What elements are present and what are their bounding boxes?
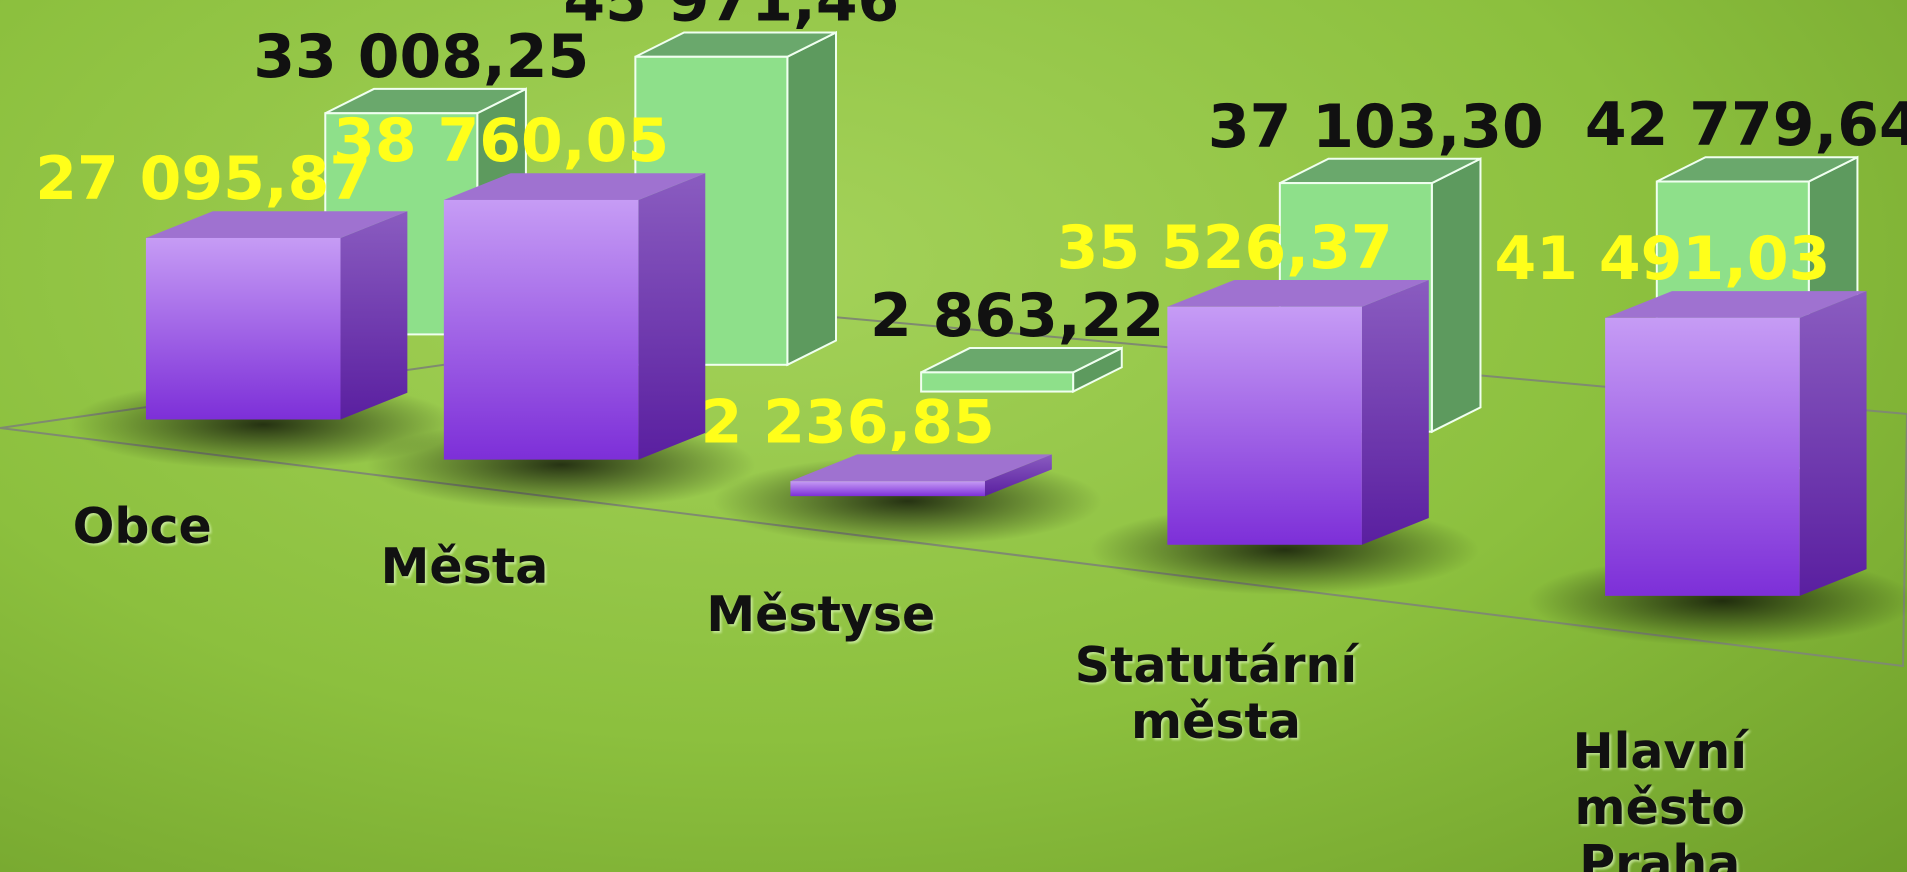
bar-top [443, 173, 706, 200]
bar-top [1167, 279, 1429, 307]
value-label: 27 095,87 [35, 144, 371, 214]
value-label: 37 103,30 [1208, 92, 1544, 162]
bar-front [145, 237, 341, 420]
bar-side [1430, 157, 1482, 434]
category-label: Statutární města [1074, 637, 1358, 751]
category-label: Městyse [706, 586, 936, 644]
category-label: Hlavní město Praha [1572, 722, 1748, 872]
value-label: 41 491,03 [1494, 224, 1830, 294]
bar-front [790, 481, 985, 497]
bar-front [1167, 306, 1362, 545]
value-label: 45 971,46 [563, 0, 899, 35]
value-label: 33 008,25 [253, 22, 589, 92]
bar [713, 454, 1103, 547]
bar-top [145, 211, 408, 238]
value-label: 2 863,22 [870, 281, 1164, 351]
bar [1090, 279, 1480, 595]
bar-side [1361, 279, 1429, 545]
bar-top [1605, 291, 1867, 318]
bar-side [340, 211, 408, 420]
category-label: Města [380, 537, 549, 595]
bar-side [638, 173, 706, 460]
bar [366, 173, 756, 510]
bar-side [984, 454, 1052, 497]
bar-front [443, 199, 639, 460]
bar-side [1799, 291, 1867, 596]
bar-front [920, 371, 1075, 393]
bar-side [786, 30, 837, 367]
bar [920, 346, 1123, 394]
bar [68, 211, 458, 470]
bar-front [1605, 317, 1800, 596]
category-label: Obce [72, 497, 212, 555]
value-label: 35 526,37 [1057, 213, 1393, 283]
value-label: 42 779,64 [1585, 90, 1907, 160]
value-label: 2 236,85 [701, 387, 995, 457]
bar [1527, 291, 1907, 646]
bar-top [790, 454, 1052, 482]
value-label: 38 760,05 [333, 106, 669, 176]
